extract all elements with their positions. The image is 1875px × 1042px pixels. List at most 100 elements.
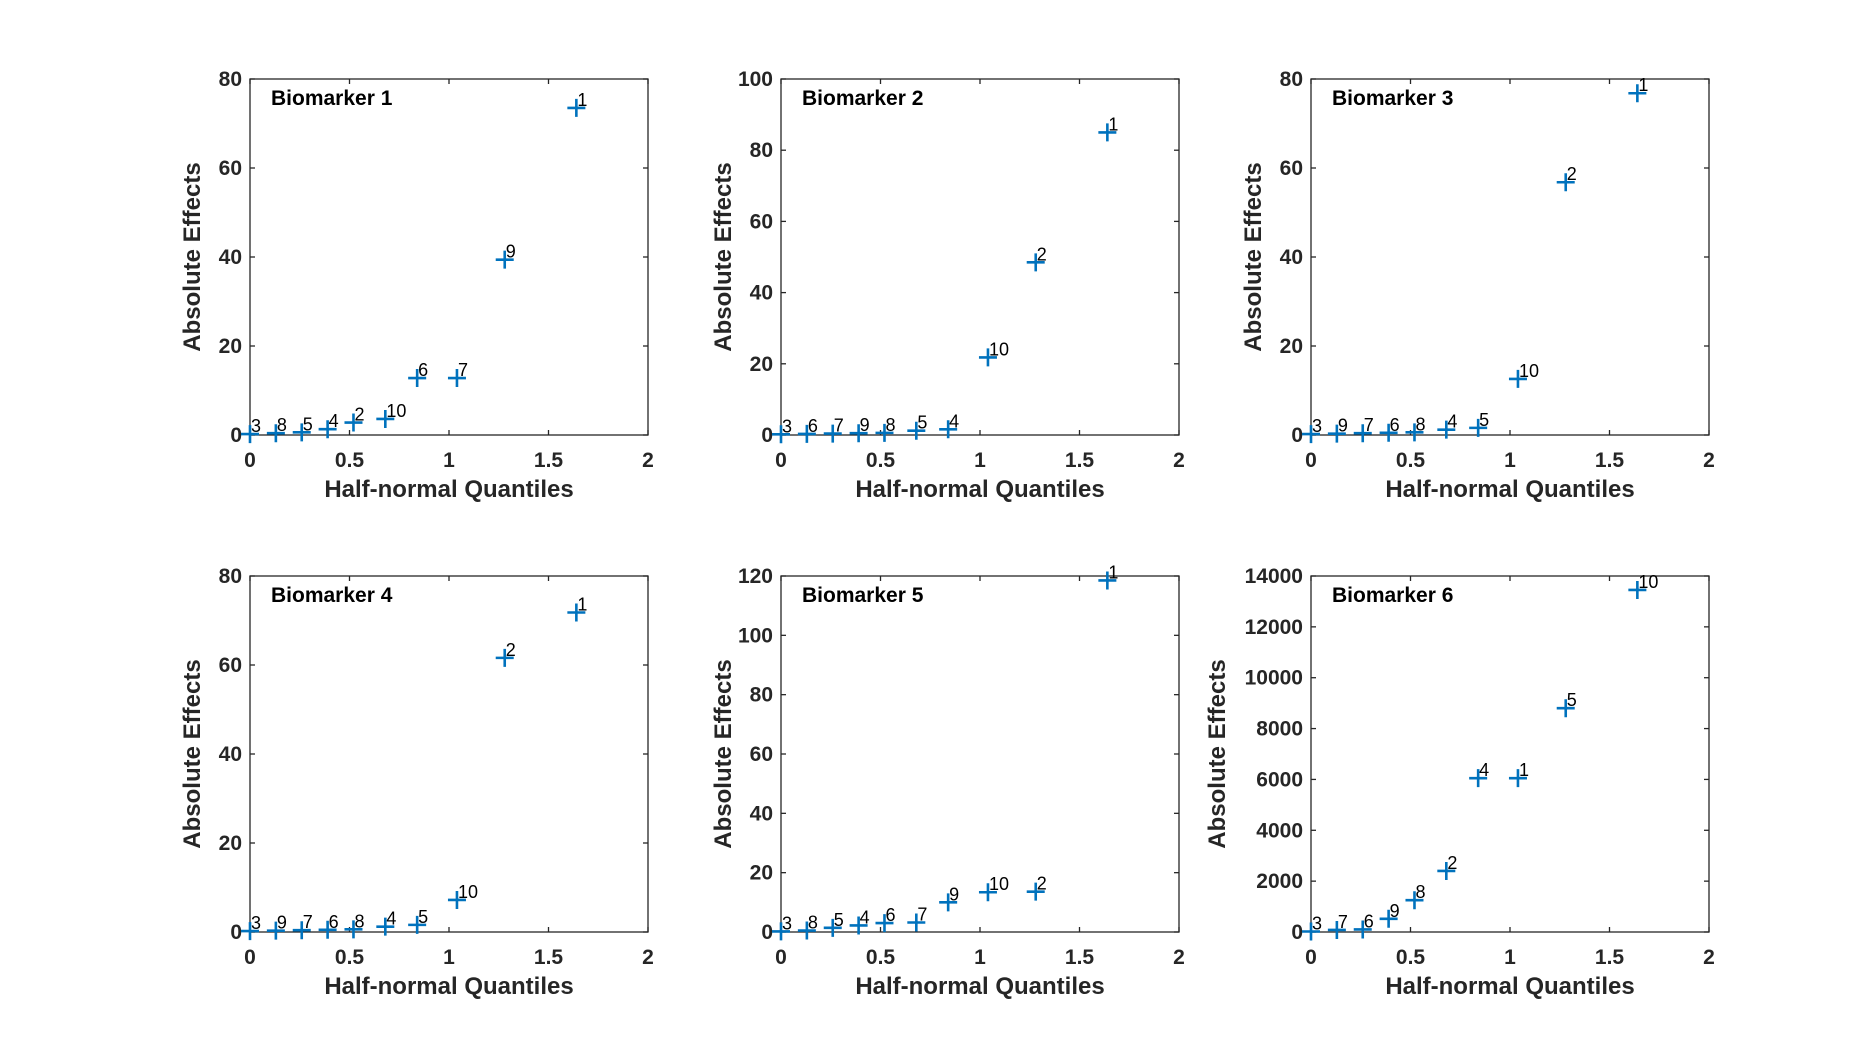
plus-marker [376, 409, 395, 428]
plus-marker [1098, 123, 1117, 142]
plus-marker [797, 424, 816, 443]
x-axis-title: Half-normal Quantiles [1385, 973, 1634, 1000]
data-point: 3 [772, 913, 792, 941]
point-label: 5 [418, 907, 428, 927]
y-tick-label: 60 [750, 210, 773, 233]
data-point: 3 [1302, 416, 1322, 444]
x-tick-label: 0.5 [1396, 449, 1426, 472]
y-tick-label: 40 [750, 282, 773, 305]
y-tick-label: 80 [1280, 68, 1303, 91]
point-label: 4 [386, 909, 396, 929]
point-label: 9 [1338, 416, 1348, 436]
x-tick-label: 1 [443, 946, 455, 969]
data-point: 7 [447, 360, 468, 388]
plus-marker [1628, 580, 1647, 599]
data-point: 4 [1437, 412, 1457, 439]
plus-marker [907, 421, 926, 440]
data-point: 6 [875, 905, 895, 933]
data-point: 2 [1556, 164, 1577, 192]
point-label: 5 [1567, 690, 1577, 710]
data-point: 5 [907, 413, 927, 440]
point-label: 10 [989, 874, 1009, 894]
point-label: 5 [834, 910, 844, 930]
plus-marker [447, 890, 466, 909]
point-label: 7 [917, 905, 927, 925]
y-tick-label: 20 [750, 862, 773, 885]
data-point: 3 [1302, 913, 1322, 941]
point-label: 9 [1390, 901, 1400, 921]
data-point: 4 [939, 411, 959, 439]
plus-marker [1405, 891, 1424, 910]
y-tick-label: 0 [1291, 921, 1303, 944]
y-tick-label: 0 [761, 921, 773, 944]
panel-title: Biomarker 2 [802, 87, 923, 110]
plus-marker [1469, 418, 1488, 437]
x-tick-label: 0 [775, 946, 787, 969]
plus-marker [344, 413, 363, 432]
plus-marker [408, 369, 427, 388]
y-tick-label: 60 [219, 157, 242, 180]
data-point: 10 [447, 882, 478, 909]
data-point: 3 [241, 416, 261, 444]
point-label: 6 [885, 905, 895, 925]
data-point: 10 [978, 339, 1009, 367]
data-point: 7 [907, 905, 927, 932]
y-tick-label: 4000 [1256, 819, 1303, 842]
data-point: 6 [1379, 415, 1400, 442]
data-point: 1 [1628, 75, 1648, 103]
data-point: 4 [318, 411, 339, 439]
point-label: 3 [782, 913, 792, 933]
point-label: 7 [303, 912, 313, 932]
point-label: 2 [1037, 874, 1047, 894]
plot-area-frame [249, 575, 649, 933]
point-label: 1 [577, 90, 587, 110]
y-tick-label: 0 [1291, 424, 1303, 447]
data-point: 5 [408, 907, 428, 934]
x-tick-label: 0.5 [866, 449, 896, 472]
data-point: 7 [1327, 912, 1348, 939]
data-point: 7 [292, 912, 313, 940]
x-tick-label: 0.5 [1396, 946, 1426, 969]
y-axis-title: Absolute Effects [1240, 162, 1267, 351]
data-point: 5 [292, 414, 313, 442]
data-point: 2 [1026, 244, 1047, 272]
data-point: 7 [823, 416, 844, 443]
chart-panel-6: 0 0.5 1 1.5 2 0 2000 4000 6000 8000 10000 12000 1400… [1204, 565, 1715, 1000]
point-label: 3 [1312, 913, 1322, 933]
data-point: 3 [241, 913, 261, 941]
data-point: 5 [823, 910, 844, 937]
point-label: 10 [989, 339, 1009, 359]
plus-marker [1302, 922, 1320, 941]
y-tick-label: 40 [219, 743, 242, 766]
plus-marker [978, 348, 997, 367]
data-point: 10 [376, 401, 406, 428]
plus-marker [495, 648, 514, 667]
plus-marker [849, 424, 868, 443]
plus-marker [1437, 861, 1456, 880]
plus-marker [1353, 920, 1372, 939]
point-label: 8 [808, 913, 818, 933]
point-label: 2 [354, 405, 364, 425]
panel-title: Biomarker 3 [1332, 87, 1453, 110]
y-tick-label: 8000 [1256, 718, 1303, 741]
plus-marker [1353, 424, 1372, 443]
data-point: 8 [1405, 414, 1425, 442]
plus-marker [241, 922, 259, 941]
x-tick-label: 0 [1305, 449, 1317, 472]
y-tick-label: 120 [738, 565, 773, 588]
data-point: 8 [1405, 882, 1425, 910]
point-label: 10 [458, 882, 478, 902]
data-point: 2 [1437, 853, 1457, 880]
x-tick-label: 1 [443, 449, 455, 472]
x-axis-title: Half-normal Quantiles [324, 973, 573, 1000]
x-tick-label: 2 [642, 449, 654, 472]
x-tick-label: 0.5 [335, 946, 365, 969]
panel-title: Biomarker 6 [1332, 584, 1453, 607]
plus-marker [1327, 424, 1346, 443]
point-label: 2 [1037, 244, 1047, 264]
point-label: 8 [1415, 882, 1425, 902]
plot-area-frame [249, 78, 649, 436]
x-tick-label: 1.5 [534, 449, 564, 472]
